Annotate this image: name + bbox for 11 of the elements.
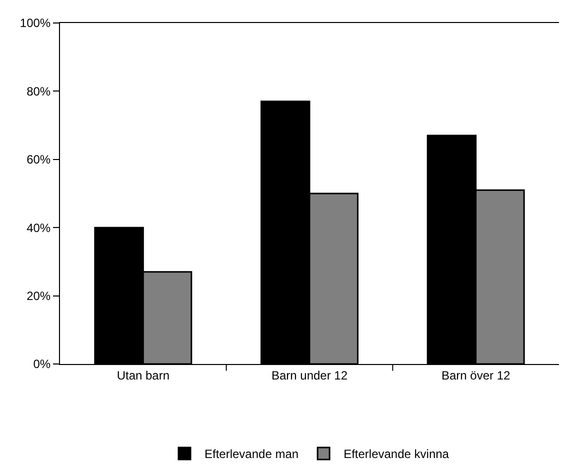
x-tick-label: Utan barn [116,368,170,382]
y-tick-label: 20% [26,289,51,303]
x-tick-label: Barn under 12 [271,368,348,382]
y-tick-label: 60% [26,152,51,167]
y-tick-label: 80% [26,84,51,98]
legend-label: Efterlevande kvinna [344,447,450,462]
y-tick-label: 100% [20,16,51,30]
legend-label: Efterlevande man [204,447,299,462]
y-tick-label: 40% [26,220,51,235]
y-tick-label: 0% [33,357,51,372]
x-tick-label: Barn över 12 [441,368,511,382]
